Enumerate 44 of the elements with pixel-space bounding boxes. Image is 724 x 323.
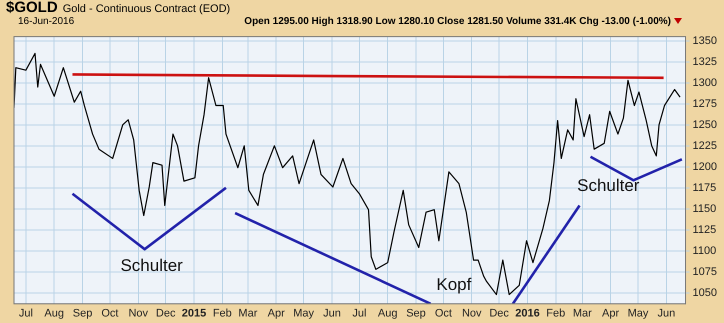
y-tick-label: 1300 (692, 76, 718, 89)
y-tick-label: 1050 (692, 286, 718, 299)
y-tick-label: 1275 (692, 98, 718, 110)
x-tick-label: Oct (434, 307, 452, 320)
x-tick-label: Nov (462, 307, 482, 320)
x-tick-label: Dec (489, 307, 510, 320)
x-tick-label: Mar (572, 307, 592, 320)
text: 16-Jun-2016 (18, 16, 74, 27)
annotation: Schulter (577, 176, 640, 196)
x-tick-label: Jul (352, 307, 366, 320)
x-tick-label: Apr (268, 307, 286, 320)
x-tick-label: 2015 (182, 307, 206, 320)
y-tick-label: 1125 (692, 224, 716, 236)
y-tick-label: 1100 (692, 244, 716, 257)
chart-title: $GOLD (6, 0, 58, 16)
x-tick-label: Apr (602, 307, 620, 320)
annotation: Kopf (436, 275, 472, 296)
x-tick-label: Sep (406, 307, 426, 320)
chart-subtitle: Gold - Continuous Contract (EOD) (62, 3, 230, 15)
y-tick-label: 1200 (692, 160, 718, 173)
x-tick-label: Aug (378, 307, 398, 320)
x-tick-label: Dec (156, 307, 176, 320)
y-tick-label: 1175 (692, 182, 716, 194)
x-tick-label: 2016 (515, 307, 540, 320)
x-tick-label: Feb (212, 307, 232, 320)
annotation: Schulter (120, 256, 183, 276)
y-tick-label: 1150 (692, 202, 716, 215)
y-tick-label: 1075 (692, 266, 718, 278)
x-tick-label: Jul (18, 307, 33, 320)
x-tick-label: Aug (44, 307, 64, 320)
x-tick-label: Mar (238, 307, 258, 320)
y-tick-label: 1250 (692, 118, 718, 131)
x-tick-label: Feb (546, 307, 566, 320)
x-tick-label: May (628, 307, 649, 320)
y-tick-label: 1350 (692, 34, 718, 47)
x-tick-label: Jun (657, 307, 676, 320)
x-tick-label: May (293, 307, 315, 320)
x-tick-label: Sep (72, 307, 92, 320)
x-tick-label: Nov (128, 307, 149, 320)
y-tick-label: 1225 (692, 140, 718, 152)
x-tick-label: Oct (101, 307, 118, 320)
x-tick-label: Jun (323, 307, 341, 320)
text: Open 1295.00 High 1318.90 Low 1280.10 Close 1281.50 Volume 331.4K Chg -13.00 (-1.00%) (244, 16, 671, 27)
y-tick-label: 1325 (692, 56, 718, 68)
